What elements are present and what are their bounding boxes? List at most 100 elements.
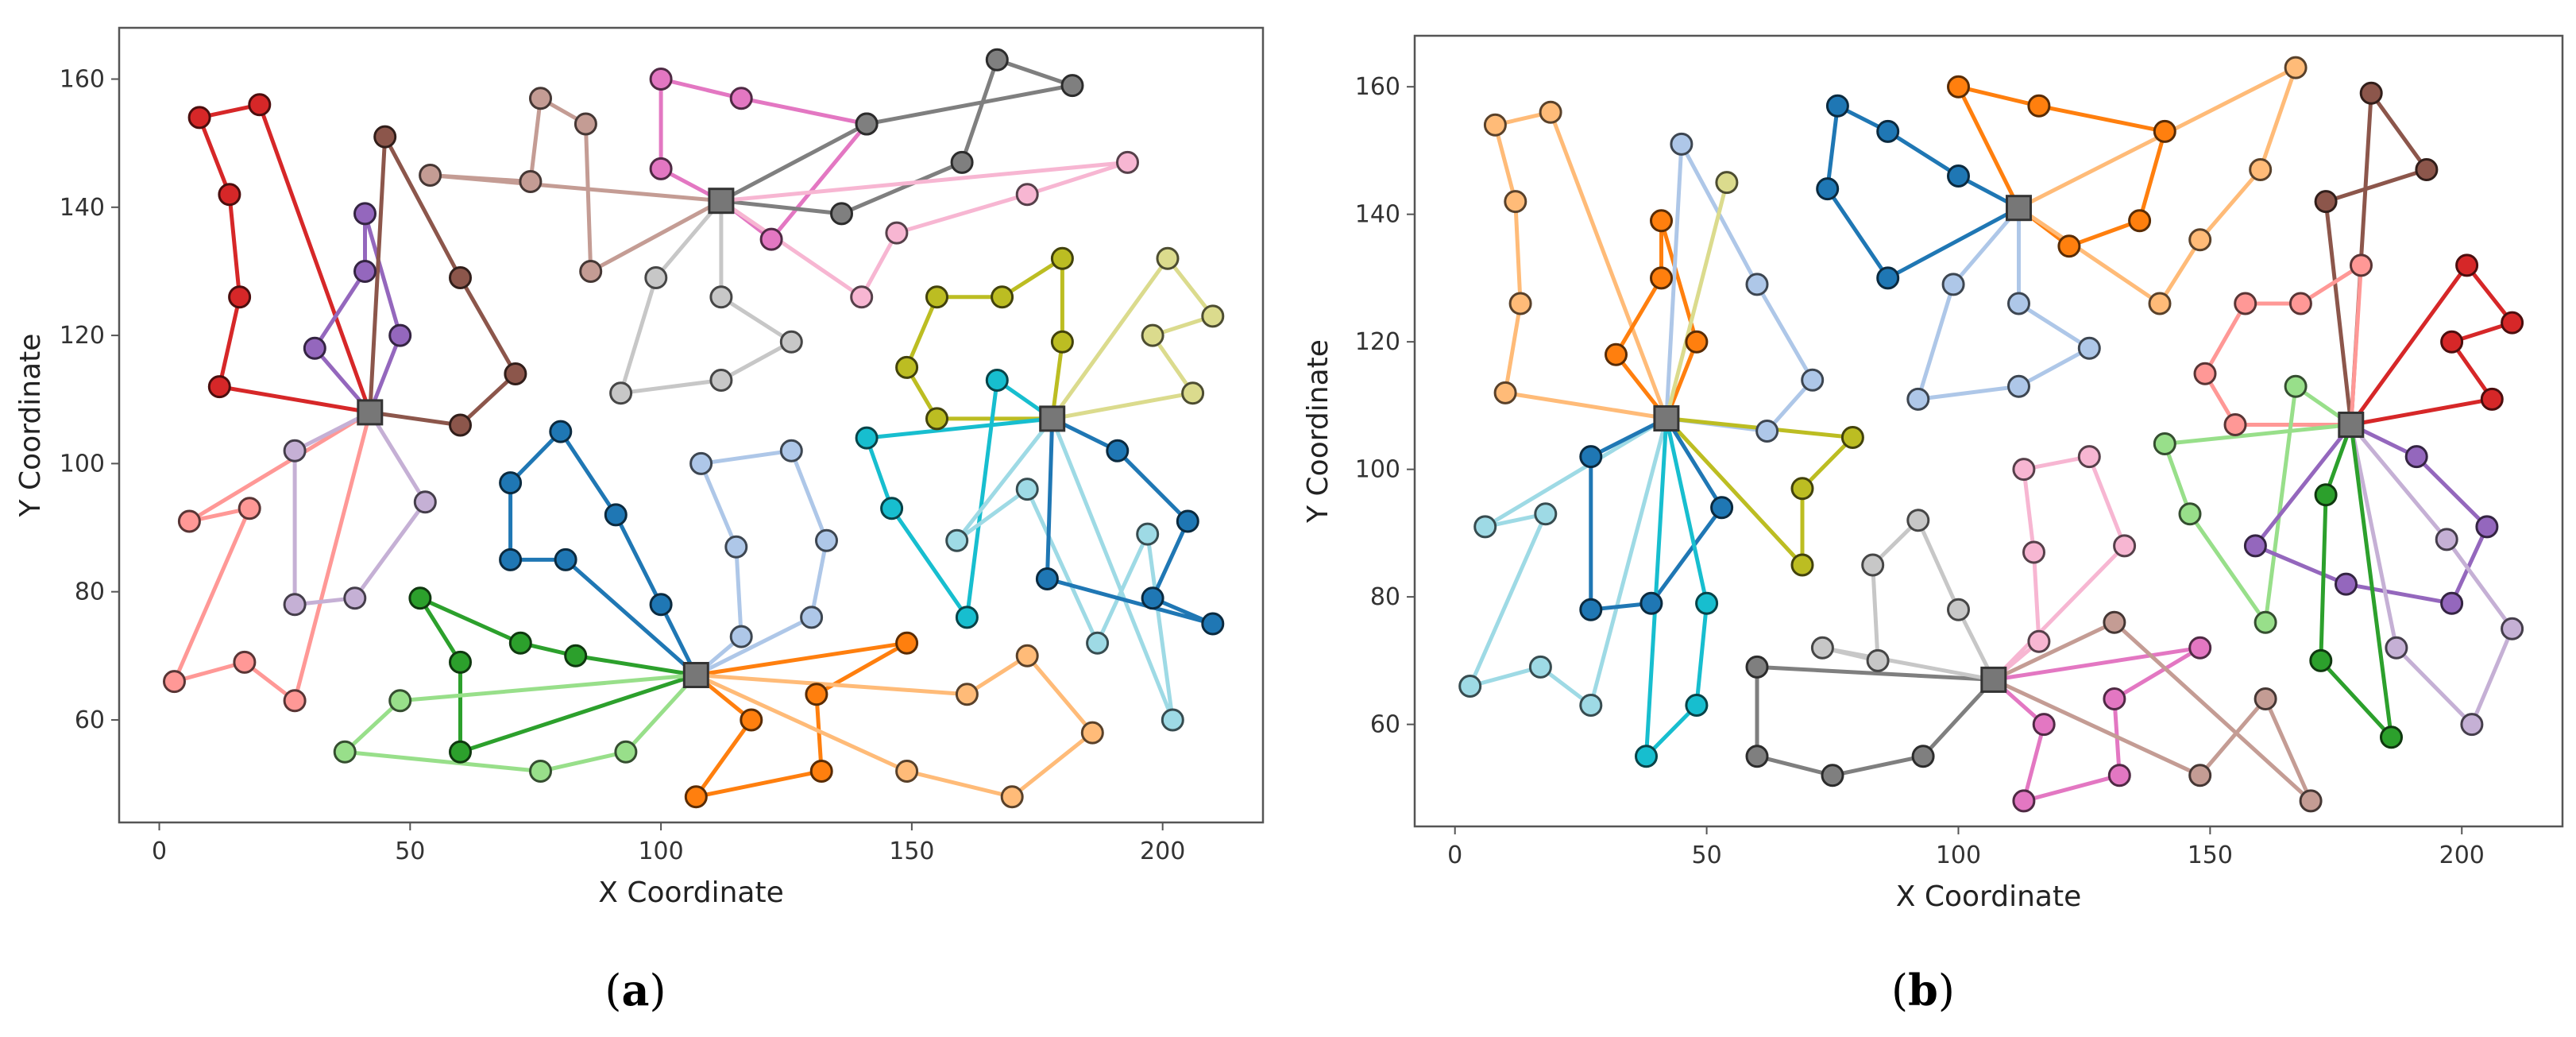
- chart-a-route-10-point: [709, 285, 733, 309]
- chart-a-route-17-point: [724, 535, 748, 559]
- chart-a-route-2-line: [312, 211, 403, 415]
- chart-a-route-11-point: [1050, 246, 1074, 270]
- chart-a-route-11-point: [925, 407, 948, 431]
- chart-b-ytick-label: 160: [1355, 73, 1400, 101]
- chart-a-route-19-point: [388, 689, 412, 713]
- chart-a-route-9-line: [719, 160, 1130, 300]
- chart-b-route-3-point: [1801, 368, 1825, 392]
- chart-a-route-20-line: [693, 640, 910, 799]
- chart-b-route-6-point: [1473, 515, 1497, 539]
- chart-b-route-14-point: [2288, 292, 2312, 315]
- chart-b-depot-4: [1980, 666, 2007, 693]
- chart-b-route-17-point: [2475, 515, 2499, 539]
- chart-b-route-8-point: [1685, 694, 1709, 717]
- chart-b-depot-1: [1653, 405, 1680, 431]
- chart-a-route-4-point: [238, 497, 261, 520]
- chart-b-route-24-point: [2103, 610, 2126, 634]
- chart-a-ytick-label: 60: [75, 706, 105, 734]
- chart-a-ytick-label: 120: [60, 322, 105, 350]
- chart-a-route-21-point: [955, 683, 979, 706]
- chart-b-route-17-point: [2335, 572, 2358, 596]
- chart-b-route-7-point: [1579, 598, 1603, 621]
- chart-a-route-3-point: [504, 362, 527, 385]
- chart-b-route-21-point: [1947, 598, 1970, 621]
- chart-a-route-7-point: [649, 157, 673, 180]
- chart-a-route-20-point: [740, 708, 763, 732]
- chart-a-route-5-line: [292, 410, 427, 607]
- chart-b-route-16-point: [2284, 374, 2308, 398]
- chart-b-route-12-point: [2077, 336, 2101, 360]
- chart-a-route-12-line: [1050, 256, 1215, 421]
- chart-a-route-15-point: [1176, 509, 1199, 533]
- chart-b-route-23-point: [2032, 713, 2056, 737]
- chart-b-route-11-point: [2148, 292, 2172, 315]
- chart-a-route-7-point: [649, 68, 673, 91]
- chart-a-route-17-point: [815, 528, 838, 552]
- panel-a: (a) 0 50 100 150 200 60 80 100 120 140 160 X Coordi…: [14, 26, 1265, 1016]
- chart-b-route-11-point: [2188, 228, 2212, 252]
- chart-a-route-18-line: [418, 596, 698, 754]
- chart-b-route-14-point: [2193, 362, 2217, 385]
- chart-a-depot-1: [357, 399, 384, 426]
- chart-b-route-9-point: [1876, 119, 1900, 143]
- chart-b-route-3-point: [1745, 273, 1769, 296]
- chart-b-route-21-point: [1861, 553, 1885, 577]
- chart-b-ytick-label: 140: [1355, 201, 1400, 229]
- chart-b-route-7-point: [1710, 496, 1734, 520]
- chart-b-route-18-line: [2349, 423, 2515, 727]
- chart-b-ytick-label: 100: [1355, 456, 1400, 484]
- chart-b-route-7-point: [1579, 445, 1603, 469]
- chart-b-route-5-point: [1840, 426, 1864, 449]
- chart-b-route-15-point: [2440, 330, 2464, 354]
- chart-b-xtick-label: 0: [1447, 842, 1462, 869]
- chart-b-route-10-point: [2128, 209, 2152, 233]
- chart-a-route-18-point: [508, 631, 532, 655]
- chart-a-route-8-point: [950, 150, 974, 174]
- chart-a-depot-4: [682, 662, 709, 688]
- chart-a-route-7-point: [759, 227, 783, 251]
- chart-a-route-14-point: [1161, 708, 1184, 732]
- chart-b-route-23-point: [2188, 636, 2212, 660]
- chart-b-route-15-point: [2501, 311, 2524, 335]
- chart-a-route-14-point: [1086, 631, 1110, 655]
- chart-b-route-21-point: [1810, 636, 1834, 660]
- chart-a-route-1-point: [187, 106, 211, 130]
- chart-a-route-1-point: [228, 285, 252, 309]
- chart-b-route-10-point: [1947, 75, 1970, 99]
- chart-b-route-1-point: [1539, 100, 1562, 124]
- chart-b-route-13-line: [2323, 91, 2429, 427]
- chart-b-ytick-label: 120: [1355, 328, 1400, 356]
- chart-a-route-1-point: [248, 93, 272, 117]
- chart-b-route-20-point: [1745, 745, 1769, 768]
- chart-a-route-19-point: [614, 740, 638, 764]
- chart-b-route-17-point: [2404, 445, 2428, 469]
- chart-b-route-22-line: [1991, 455, 2127, 682]
- chart-a-route-14-line: [955, 416, 1175, 722]
- chart-a-ytick-label: 100: [60, 450, 105, 478]
- chart-a-route-19-point: [333, 740, 357, 764]
- chart-b-route-7-line: [1589, 416, 1724, 612]
- chart-b-route-3-point: [1755, 420, 1779, 443]
- chart-b-route-3-line: [1664, 141, 1815, 433]
- chart-b-route-9-point: [1825, 94, 1849, 118]
- chart-b-route-7-point: [1639, 591, 1663, 615]
- chart-a-route-20-point: [895, 631, 919, 655]
- chart-a-route-2-point: [353, 202, 377, 226]
- caption-a: (a): [604, 965, 666, 1016]
- chart-a-y-axis-title: Y Coordinate: [14, 334, 47, 518]
- chart-a-route-3-point: [449, 266, 472, 289]
- chart-b-route-2-point: [1605, 342, 1628, 366]
- chart-b-route-11-line: [2017, 65, 2298, 306]
- chart-a-route-3-point: [373, 125, 397, 149]
- chart-a-route-2-point: [353, 260, 377, 283]
- chart-a-route-14-point: [1015, 478, 1039, 501]
- chart-b-route-10-point: [2057, 234, 2081, 258]
- chart-a-route-5-point: [283, 593, 307, 617]
- chart-b-route-16-point: [2153, 432, 2176, 455]
- chart-a-route-6-point: [579, 260, 603, 283]
- chart-a-route-21-point: [895, 760, 919, 783]
- chart-a-route-5-point: [413, 490, 437, 514]
- chart-a-route-13-point: [880, 497, 904, 520]
- chart-b-route-23-point: [2107, 764, 2131, 787]
- chart-a: (a) 0 50 100 150 200 60 80 100 120 140 160 X Coordi…: [14, 26, 1265, 1016]
